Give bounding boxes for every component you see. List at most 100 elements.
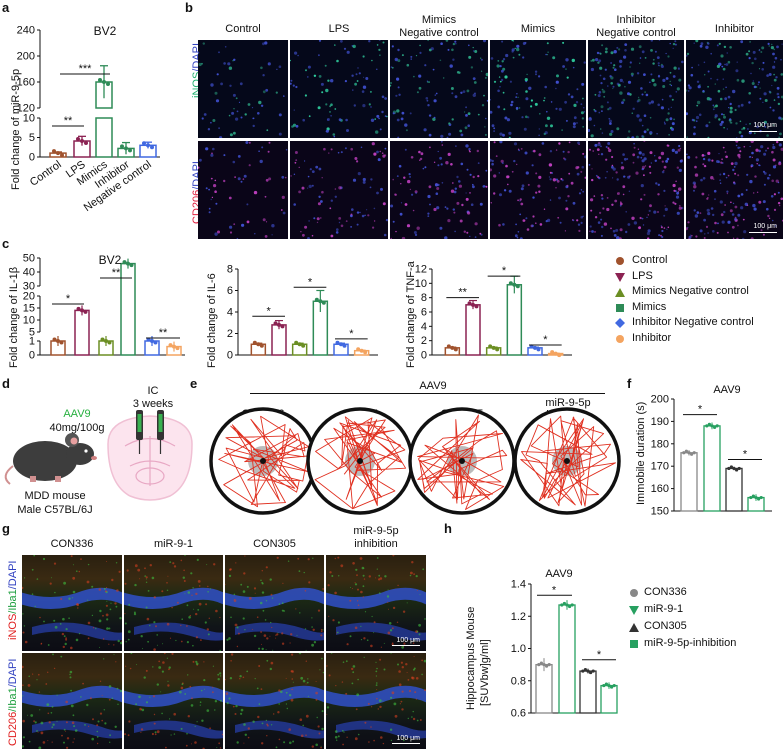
point-f [705,424,709,428]
tick-label-h: 1.0 [511,643,526,655]
arena-center-dot [459,458,465,464]
panel-b-inos-image [198,40,288,138]
point-c1 [59,340,64,345]
tick-label-h: 0.6 [511,708,526,720]
chart-a-title: BV2 [93,24,117,38]
tick-label-a-y: 0 [29,152,35,164]
panel-b-inos-image [290,40,388,138]
model-label: MDD mouse [24,490,86,502]
point-a [124,146,128,151]
bar [506,284,523,356]
point [512,282,517,287]
point-h [547,663,551,667]
panel-g-group-label: miR-9-1 [153,538,194,550]
point [339,342,343,347]
point-h [607,683,611,688]
tick-label-c1: 30 [23,281,35,293]
scale-bar-label: 100 μm [753,223,778,230]
bar-f [725,467,743,512]
bar-h [558,604,576,714]
tick-label-a-y: 160 [17,77,35,89]
point [536,347,541,352]
tick-label-y: 6 [421,307,427,319]
legend-c-label: Mimics Negative control [632,285,749,297]
point-a [76,137,80,142]
legend-h-label: miR-9-5p-inhibition [644,637,737,649]
scale-bar [749,130,777,132]
point [550,350,555,355]
point-h [539,661,543,665]
tick-label-y: 2 [227,328,233,340]
point [259,343,264,348]
panel-g-group-label: CON305 [253,538,296,550]
open-field-arena [513,407,621,515]
point-h [581,669,585,673]
point-c1 [129,263,134,268]
panel-g-group-label-sub: inhibition [354,538,398,550]
panel-g-inos-image [124,555,223,651]
point-c1 [100,337,105,342]
point-a [84,141,88,146]
point-a [106,82,110,86]
arena-center-dot [260,458,266,464]
point [515,284,520,289]
panel-letter-h: h [444,521,452,536]
legend-c-label: Inhibitor Negative control [632,316,754,328]
tick-label-f: 150 [651,506,669,518]
point-a [52,149,56,154]
point-h [604,682,608,686]
point-f [735,468,739,472]
panel-b-col-header: Mimics [520,23,556,35]
legend-h-label: CON305 [644,620,687,632]
panel-b-col-header-sub: Negative control [596,27,676,39]
panel-b-inos-image [390,40,488,138]
chart-c: 015101520304050*****02468***024681012***… [23,253,572,362]
point-c1 [56,339,60,343]
sig-label-f: * [743,448,748,460]
tick-label-y: 8 [227,264,233,276]
panel-g-inos-image: 100 μm [326,555,426,651]
point-h [586,669,590,673]
point-a [120,144,124,149]
panel-b-cd206-image [390,141,488,239]
panel-b-col-header: Inhibitor [616,14,656,26]
point-c1 [168,343,173,348]
open-field-arena [209,407,317,515]
sig-label-c1: ** [159,327,168,339]
panel-b-col-header: Control [225,23,261,35]
legend-h-marker [629,606,639,615]
point-c1 [52,337,57,342]
tick-label-y: 8 [421,292,427,304]
point [450,345,455,350]
panel-letter-c: c [2,236,10,251]
legend-h-marker [630,640,638,648]
point [508,281,513,286]
point-a [142,141,146,146]
sig-label-h: * [597,649,602,661]
sig-label-a: *** [79,63,93,75]
tick-label-y: 4 [227,307,233,319]
point [356,347,361,352]
panel-g-row2-label: CD206/Iba1/DAPI [7,658,19,746]
tick-label-f: 160 [651,483,669,495]
tick-label-c1: 20 [23,291,35,303]
tick-label-y: 6 [227,285,233,297]
chart-h-ylabel-1: Hippocampus Mouse [465,606,477,710]
legend-c-marker [615,318,625,328]
tick-label-h: 1.4 [511,579,526,591]
legend-c-label: Mimics [632,300,667,313]
point-h [570,603,574,607]
route-label: IC [147,385,159,397]
bar-h [600,684,618,714]
tick-label-c1: 50 [23,253,35,265]
sig-label: * [349,328,354,340]
point-c1 [122,260,127,265]
point [297,342,302,347]
panel-b-cd206-image [198,141,288,239]
tick-label-a-y: 240 [17,25,35,37]
sig-label-f: * [698,404,703,416]
panel-g-inos-image [22,555,122,651]
panel-g-group-label: CON336 [50,538,94,550]
point-a [56,151,60,156]
